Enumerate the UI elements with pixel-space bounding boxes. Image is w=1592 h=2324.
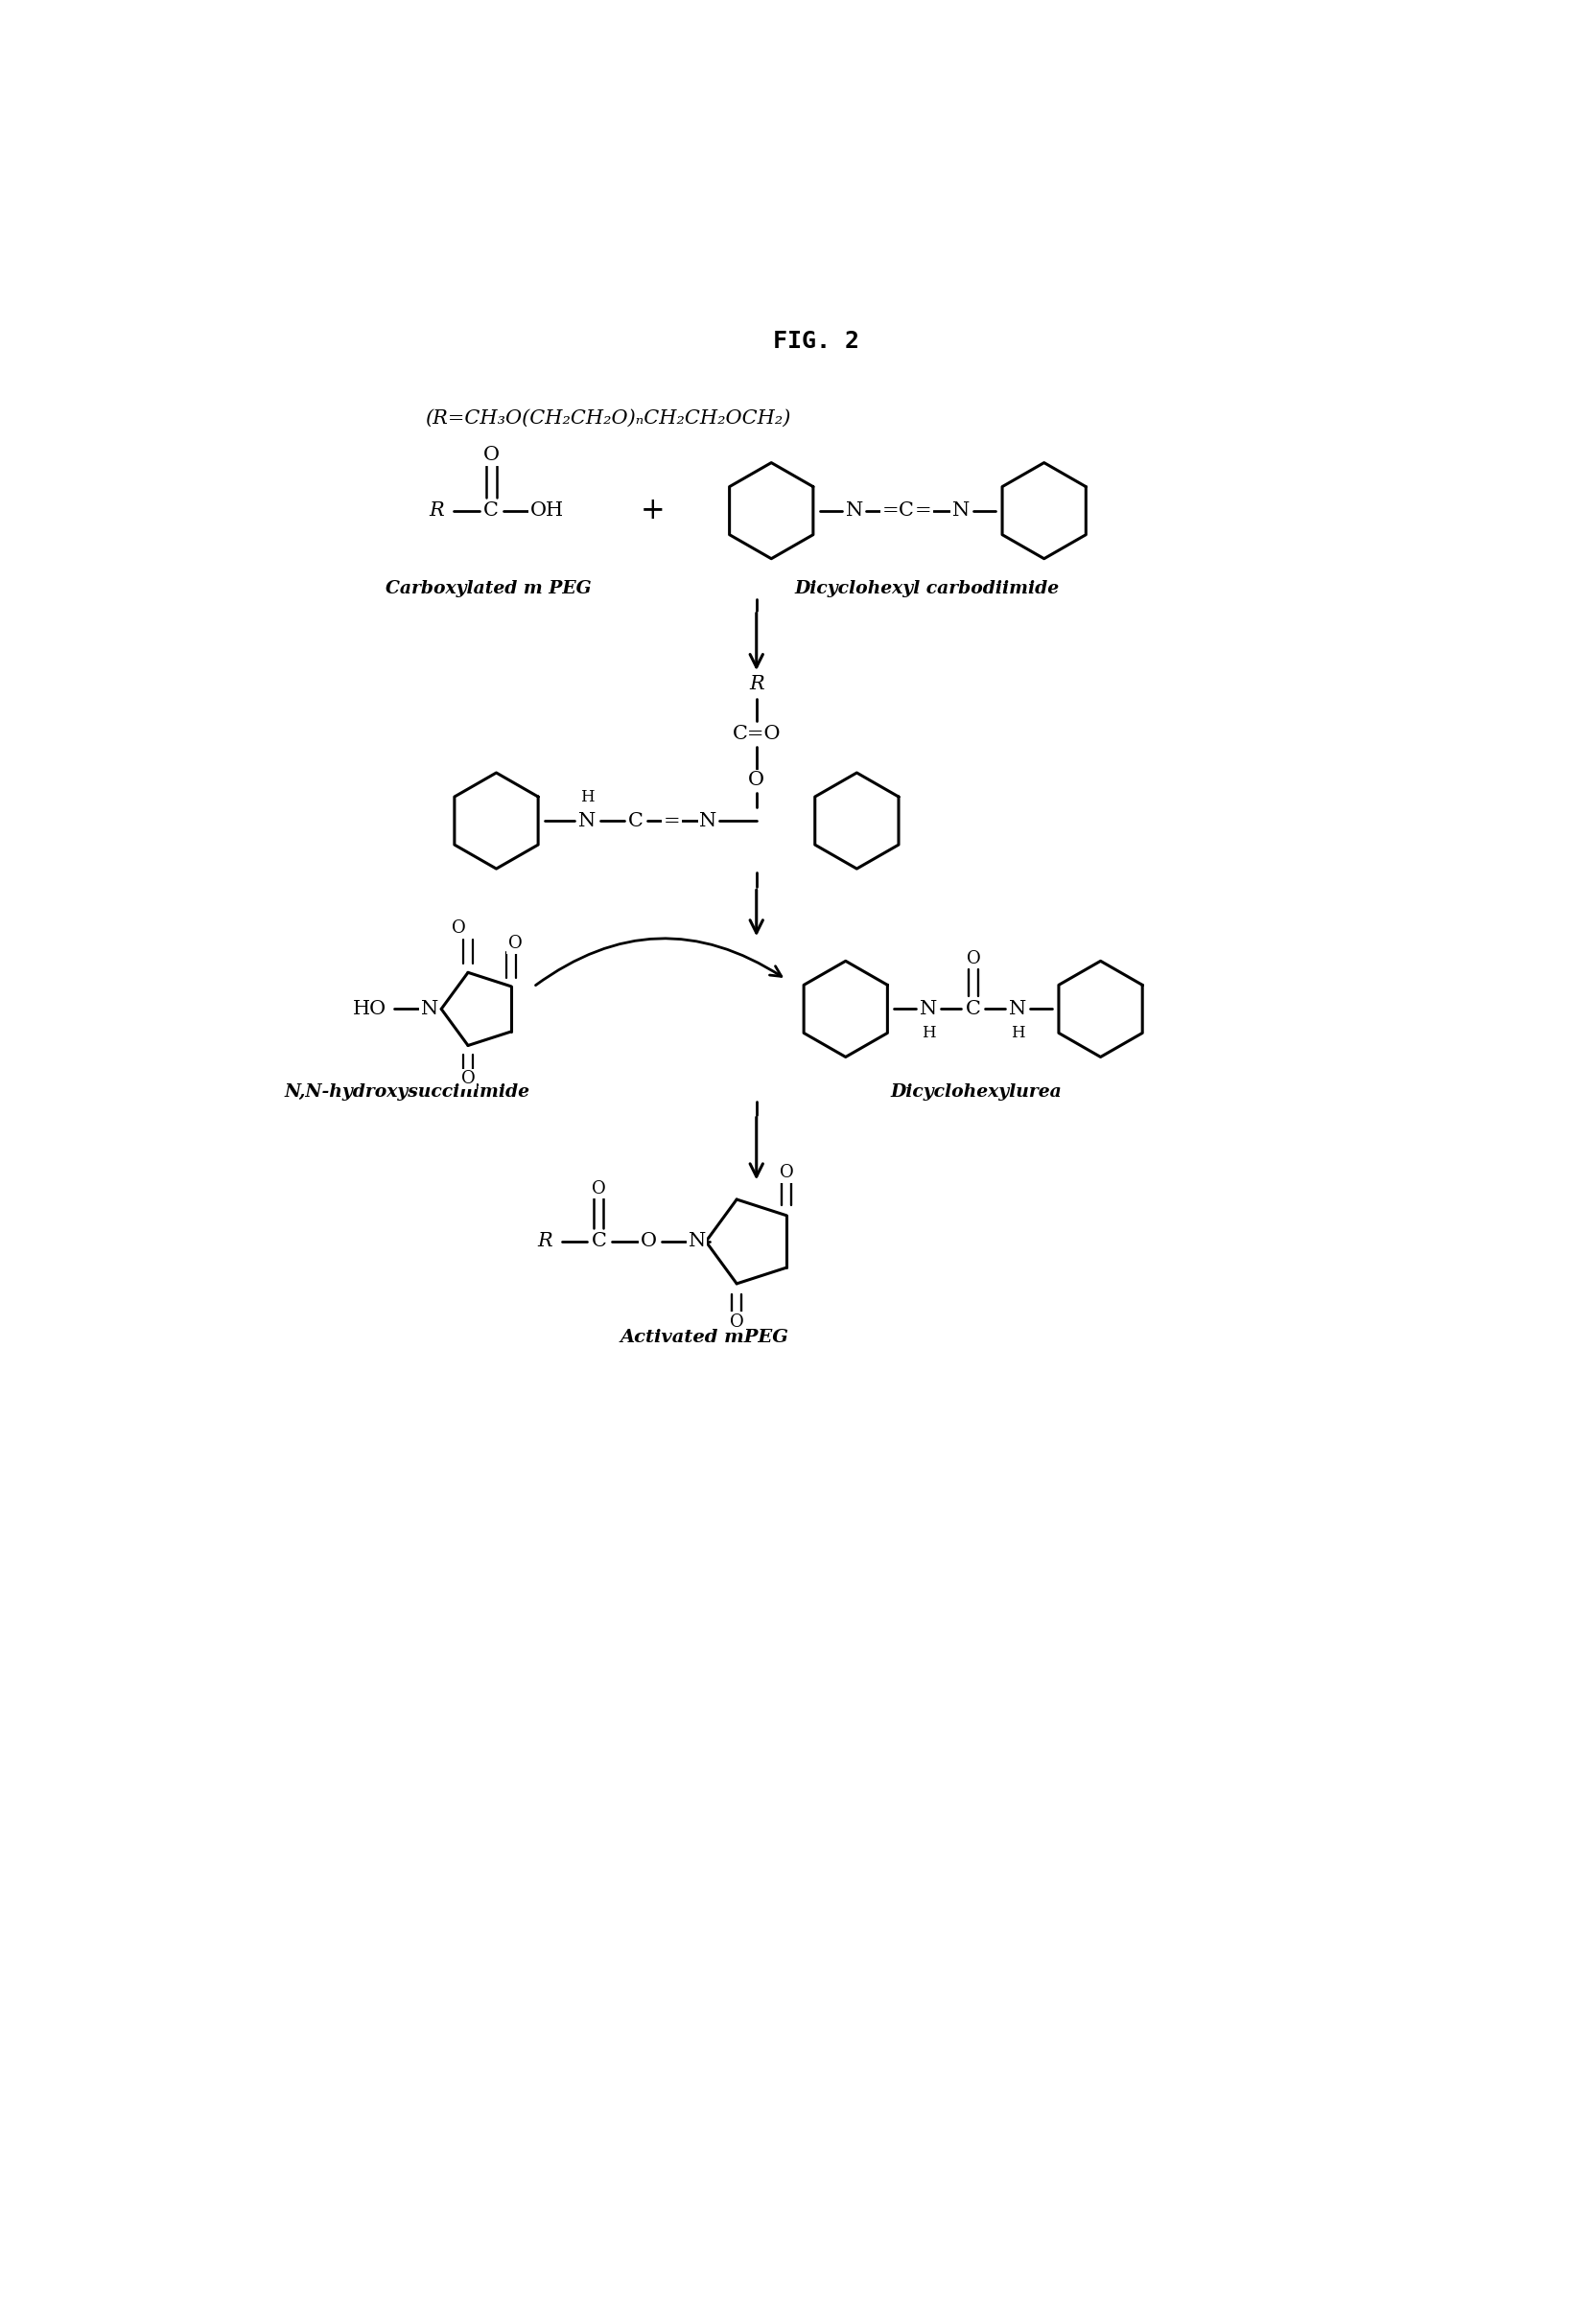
Text: H: H [579, 788, 594, 806]
Text: N: N [845, 502, 863, 521]
Text: =: = [664, 811, 680, 830]
Text: Dicyclohexyl carbodiimide: Dicyclohexyl carbodiimide [794, 579, 1060, 597]
Text: +: + [640, 495, 665, 525]
Text: C: C [899, 502, 914, 521]
Text: R: R [537, 1232, 552, 1250]
Text: N: N [688, 1232, 705, 1250]
Text: =: = [882, 502, 898, 521]
Text: N: N [952, 502, 970, 521]
Text: N: N [920, 999, 938, 1018]
Text: HO: HO [353, 999, 387, 1018]
Text: O: O [592, 1181, 607, 1197]
Text: Activated mPEG: Activated mPEG [619, 1329, 788, 1346]
Text: N: N [578, 811, 595, 830]
Text: N: N [1009, 999, 1027, 1018]
Text: Carboxylated m PEG: Carboxylated m PEG [385, 579, 592, 597]
Text: R: R [748, 674, 764, 693]
Text: H: H [1011, 1025, 1025, 1041]
Text: C=O: C=O [732, 725, 780, 744]
Text: O: O [640, 1232, 657, 1250]
Text: O: O [482, 446, 500, 465]
Text: OH: OH [530, 502, 564, 521]
Text: FIG. 2: FIG. 2 [772, 330, 860, 353]
Text: O: O [966, 951, 981, 967]
Text: O: O [462, 1069, 474, 1088]
Text: O: O [748, 772, 764, 790]
Text: =: = [914, 502, 931, 521]
Text: H: H [922, 1025, 936, 1041]
Text: N: N [699, 811, 716, 830]
Text: R: R [430, 502, 444, 521]
Text: C: C [966, 999, 981, 1018]
Text: C: C [627, 811, 643, 830]
Text: (R=CH₃O(CH₂CH₂O)ₙCH₂CH₂OCH₂): (R=CH₃O(CH₂CH₂O)ₙCH₂CH₂OCH₂) [425, 409, 791, 428]
Text: O: O [452, 920, 466, 937]
Text: C: C [484, 502, 498, 521]
Text: O: O [729, 1313, 743, 1332]
Text: O: O [780, 1164, 794, 1181]
Text: O: O [508, 934, 522, 953]
Text: N: N [420, 999, 438, 1018]
Text: C: C [591, 1232, 607, 1250]
Text: N,N-hydroxysuccinimide: N,N-hydroxysuccinimide [285, 1083, 530, 1102]
Text: Dicyclohexylurea: Dicyclohexylurea [890, 1083, 1062, 1102]
